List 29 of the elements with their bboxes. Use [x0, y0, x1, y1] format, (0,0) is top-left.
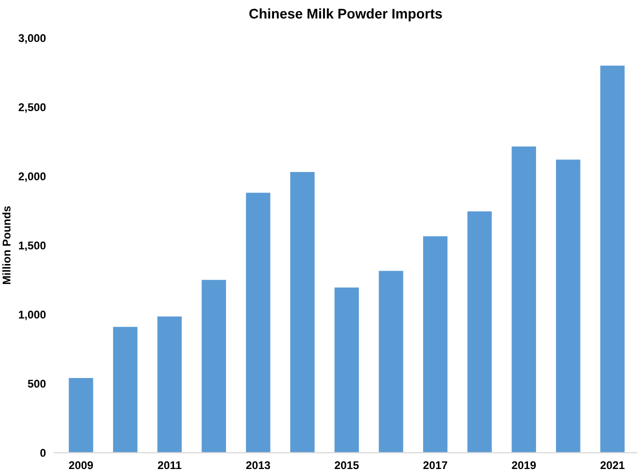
bar — [512, 146, 536, 453]
y-tick-label: 2,500 — [18, 103, 46, 113]
bar — [600, 66, 625, 453]
y-tick-label: 1,500 — [18, 242, 46, 252]
bar — [467, 211, 492, 453]
chart-title: Chinese Milk Powder Imports — [249, 8, 442, 22]
bar — [202, 280, 226, 453]
y-tick-label: 1,000 — [18, 310, 46, 320]
y-tick-label: 0 — [40, 448, 46, 457]
x-tick-label: 2013 — [246, 461, 270, 470]
x-tick-label: 2015 — [334, 461, 359, 470]
x-tick-label: 2011 — [158, 461, 182, 470]
bar — [334, 287, 359, 453]
bar — [423, 236, 448, 453]
bar — [246, 192, 270, 453]
bar — [556, 160, 580, 453]
y-axis-title: Million Pounds — [2, 206, 11, 284]
x-tick-label: 2017 — [423, 461, 448, 470]
bar — [68, 378, 94, 453]
y-tick-label: 3,000 — [18, 34, 46, 44]
bar — [290, 172, 315, 453]
x-tick-label: 2019 — [512, 461, 536, 470]
bar — [113, 326, 138, 453]
y-tick-label: 500 — [28, 380, 46, 388]
x-tick-label: 2021 — [600, 461, 624, 470]
bar — [378, 270, 404, 453]
y-tick-label: 2,000 — [18, 172, 46, 182]
x-tick-label: 2009 — [69, 461, 93, 470]
bar — [157, 316, 182, 453]
